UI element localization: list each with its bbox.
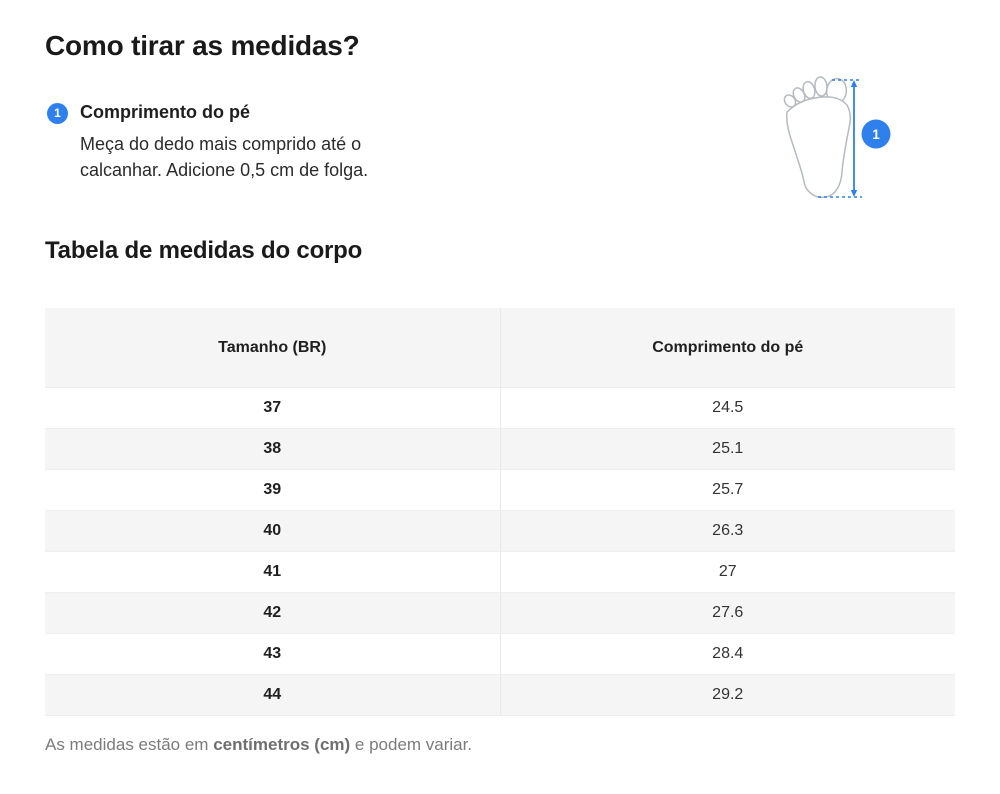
foot-length-label: Comprimento do pé [80,102,250,122]
arrowhead-top [850,80,858,87]
step-1-badge: 1 [47,103,68,124]
length-column-header: Comprimento do pé [500,308,955,388]
table-row: 42 27.6 [45,592,955,634]
table-row: 40 26.3 [45,510,955,552]
foot-length-description: Meça do dedo mais comprido até o calcanh… [80,134,369,180]
size-table-body: 37 24.5 38 25.1 39 25.7 40 26.3 41 27 42 27.6 43 28.4… [45,387,955,716]
page-title: Como tirar as medidas? [45,30,360,61]
footnote-units: centímetros (cm) [213,735,351,754]
size-cell: 41 [45,551,501,593]
length-cell: 25.1 [500,428,955,470]
table-section-title: Tabela de medidas do corpo [45,237,363,264]
foot-length-diagram: 1 [778,70,910,210]
length-cell: 29.2 [500,674,955,716]
size-column-header: Tamanho (BR) [45,308,501,388]
size-cell: 42 [45,592,501,634]
footnote-text-prefix: As medidas estão em [45,735,214,754]
table-row: 44 29.2 [45,674,955,716]
size-cell: 40 [45,510,501,552]
length-cell: 27.6 [500,592,955,634]
units-footnote: As medidas estão em centímetros (cm) e p… [45,735,472,755]
size-cell: 38 [45,428,501,470]
length-cell: 28.4 [500,633,955,675]
table-row: 38 25.1 [45,428,955,470]
size-cell: 39 [45,469,501,511]
table-row: 43 28.4 [45,633,955,675]
arrowhead-bottom [850,190,858,197]
foot-sole-outline [785,96,852,199]
measurement-arrow [818,79,862,198]
table-row: 39 25.7 [45,469,955,511]
foot-outline-icon: 1 [783,76,891,199]
length-cell: 27 [500,551,955,593]
size-cell: 43 [45,633,501,675]
table-header-row: Tamanho (BR) Comprimento do pé [45,308,955,388]
table-row: 37 24.5 [45,387,955,429]
diagram-badge-number: 1 [872,127,880,142]
length-cell: 26.3 [500,510,955,552]
length-cell: 24.5 [500,387,955,429]
footnote-text-suffix: e podem variar. [350,735,473,754]
length-cell: 25.7 [500,469,955,511]
table-row: 41 27 [45,551,955,593]
size-cell: 37 [45,387,501,429]
size-table: Tamanho (BR) Comprimento do pé 37 24.5 38 2… [45,308,955,716]
diagram-step-1-badge [861,119,891,149]
size-cell: 44 [45,674,501,716]
